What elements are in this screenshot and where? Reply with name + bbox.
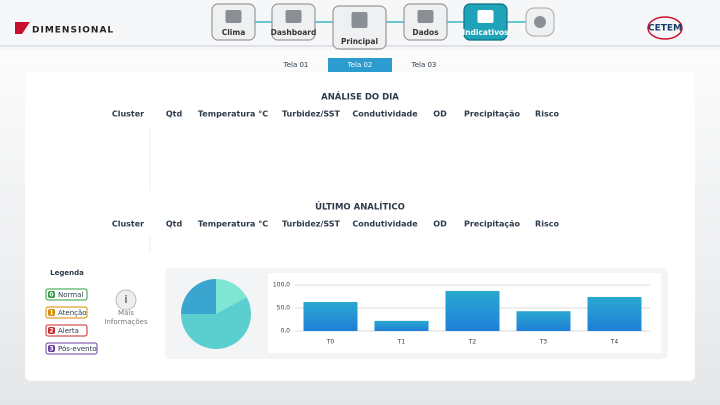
legend-badge	[48, 291, 55, 298]
partner: CETEM	[648, 24, 682, 34]
column-header: Turbidez/SST	[282, 110, 341, 119]
column-header: Qtd	[166, 110, 183, 119]
legend-number: 2	[49, 328, 53, 335]
x-tick-label: T2	[468, 339, 477, 346]
column-header: Precipitação	[464, 110, 521, 119]
legend-label: Atenção	[58, 309, 87, 317]
bar	[303, 302, 358, 331]
legend-label: Alerta	[58, 327, 79, 335]
nav-icon	[417, 10, 434, 23]
brand-logo	[15, 22, 30, 34]
nav-label: Dashboard	[271, 28, 317, 37]
column-header: Turbidez/SST	[282, 220, 341, 229]
pie-slice	[181, 279, 216, 314]
legend-number: 0	[49, 292, 53, 299]
column-header: Risco	[535, 110, 559, 119]
section-title: ÚLTIMO ANALÍTICO	[315, 201, 405, 213]
legend-item	[45, 306, 88, 319]
y-tick-label: 50,0	[277, 305, 291, 312]
x-tick-label: T1	[397, 339, 406, 346]
tab[interactable]: Tela 01	[283, 61, 309, 69]
column-header: Precipitação	[464, 220, 521, 229]
x-tick-label: T4	[610, 339, 619, 346]
legend-number: 1	[49, 310, 53, 317]
x-tick-label: T3	[539, 339, 548, 346]
legend-badge	[48, 309, 55, 316]
nav-label: Clima	[222, 28, 246, 37]
nav-icon	[285, 10, 302, 23]
bar	[445, 290, 500, 331]
column-header: Temperatura °C	[198, 220, 268, 229]
info-glyph: i	[124, 293, 128, 306]
pie-slice	[181, 297, 251, 350]
legend-title: Legenda	[50, 269, 84, 277]
legend-badge	[48, 345, 55, 352]
brand: DIMENSIONAL	[32, 26, 114, 36]
legend-label: Pós-evento	[58, 345, 97, 353]
info-icon[interactable]	[115, 289, 137, 311]
nav-icon	[477, 10, 494, 23]
legend-item	[45, 288, 88, 301]
pie-slice	[216, 279, 247, 314]
bar	[516, 311, 571, 331]
legend-label: Normal	[58, 291, 83, 299]
y-tick-label: 100,0	[273, 282, 290, 289]
nav-label: Dados	[412, 28, 439, 37]
column-header: Temperatura °C	[198, 110, 268, 119]
column-header: OD	[433, 110, 447, 119]
legend-item	[45, 324, 88, 337]
tab[interactable]: Tela 02	[347, 61, 373, 69]
nav-label: Principal	[341, 37, 378, 46]
legend-item	[45, 342, 98, 355]
nav-icon	[351, 12, 368, 28]
column-header: OD	[433, 220, 447, 229]
bar	[374, 320, 429, 331]
y-tick-label: 0,0	[280, 328, 290, 335]
nav-icon	[225, 10, 242, 23]
column-header: Condutividade	[352, 110, 418, 119]
partner-logo	[647, 16, 683, 40]
legend-number: 3	[49, 346, 53, 353]
column-header: Cluster	[112, 110, 144, 119]
more-info-line: Informações	[104, 318, 148, 326]
notification-icon	[534, 16, 546, 28]
nav-label: Indicativos	[462, 28, 509, 37]
bar	[587, 296, 642, 331]
column-header: Qtd	[166, 220, 183, 229]
column-header: Risco	[535, 220, 559, 229]
column-header: Condutividade	[352, 220, 418, 229]
legend-badge	[48, 327, 55, 334]
active-tab	[328, 58, 392, 72]
tab[interactable]: Tela 03	[411, 61, 437, 69]
column-header: Cluster	[112, 220, 144, 229]
x-tick-label: T0	[326, 339, 335, 346]
section-title: ANÁLISE DO DIA	[321, 91, 399, 103]
